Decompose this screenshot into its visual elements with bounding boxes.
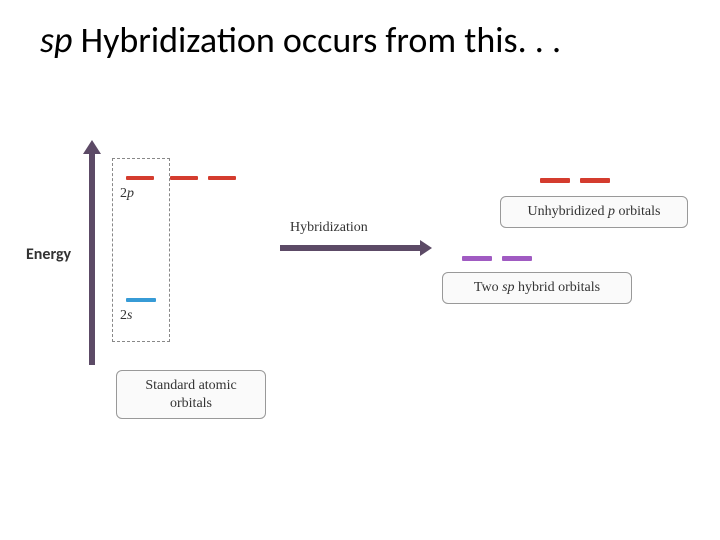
orbital-2p-dash (170, 176, 198, 180)
standard-box-line2: orbitals (170, 396, 212, 411)
energy-axis-arrowhead (83, 140, 101, 154)
title-italic-prefix: sp (40, 18, 73, 62)
slide-title: sp Hybridization occurs from this. . . (40, 18, 561, 62)
sp-hybrid-dash (462, 256, 492, 261)
energy-axis-label: Energy (26, 245, 71, 264)
hybridization-arrow (280, 245, 420, 251)
unhyb-box-pre: Unhybridized (528, 204, 608, 219)
sp-box-post: hybrid orbitals (515, 280, 601, 295)
orbital-2s-dash (126, 298, 156, 302)
unhyb-box-post: orbitals (615, 204, 661, 219)
title-rest: Hybridization occurs from this. . . (73, 18, 562, 62)
unhyb-box-ital: p (608, 204, 615, 219)
unhybridized-p-dash (540, 178, 570, 183)
sp-box-ital: sp (502, 280, 514, 295)
slide: sp Hybridization occurs from this. . . E… (0, 0, 720, 540)
standard-box-line1: Standard atomic (145, 378, 236, 393)
orbital-2p-dash (126, 176, 154, 180)
orbital-2p-dash (208, 176, 236, 180)
unhybridized-p-orbitals-box: Unhybridized p orbitals (500, 196, 688, 228)
energy-axis (89, 149, 95, 365)
orbital-2p-label-letter: p (127, 186, 134, 201)
orbital-2s-label-letter: s (127, 308, 132, 323)
unhybridized-p-dash (580, 178, 610, 183)
orbital-2p-label-num: 2 (120, 186, 127, 201)
hybridization-arrowhead (420, 240, 432, 256)
orbital-2s-label-num: 2 (120, 308, 127, 323)
sp-hybrid-orbitals-box: Two sp hybrid orbitals (442, 272, 632, 304)
hybridization-label: Hybridization (290, 220, 368, 236)
sp-hybrid-dash (502, 256, 532, 261)
sp-box-pre: Two (474, 280, 502, 295)
orbital-2s-label: 2s (120, 308, 132, 324)
orbital-2p-label: 2p (120, 186, 134, 202)
standard-atomic-orbitals-box: Standard atomic orbitals (116, 370, 266, 419)
